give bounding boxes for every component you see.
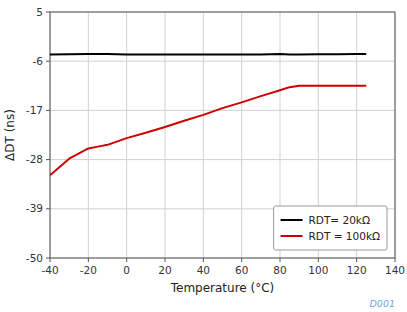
legend-swatch [281, 235, 303, 237]
line-series [50, 86, 366, 175]
annotation: D001 [370, 298, 395, 309]
x-tick [280, 258, 281, 262]
x-axis-label: Temperature (°C) [170, 281, 275, 295]
x-tick-label: 40 [197, 264, 210, 276]
y-axis-label: ΔDT (ns) [3, 109, 17, 161]
x-tick-label: 0 [123, 264, 130, 276]
x-tick [88, 258, 89, 262]
y-tick [46, 208, 50, 209]
x-tick [165, 258, 166, 262]
y-grid-line [50, 110, 395, 111]
y-tick [46, 12, 50, 13]
x-tick-label: -40 [41, 264, 58, 276]
legend-label: RDT= 20kΩ [309, 214, 370, 226]
x-grid-line [203, 12, 204, 258]
x-tick-label: -20 [80, 264, 97, 276]
x-grid-line [126, 12, 127, 258]
x-tick [318, 258, 319, 262]
x-tick [241, 258, 242, 262]
legend-label: RDT = 100kΩ [309, 230, 380, 242]
x-tick-label: 20 [158, 264, 171, 276]
x-tick [126, 258, 127, 262]
legend-box [274, 206, 387, 250]
y-tick-label: -6 [33, 55, 44, 67]
x-tick-label: 140 [385, 264, 405, 276]
x-tick [356, 258, 357, 262]
y-tick [46, 110, 50, 111]
y-tick-label: -28 [26, 153, 43, 165]
y-tick [46, 159, 50, 160]
legend: RDT= 20kΩ RDT = 100kΩ [274, 206, 387, 250]
x-tick [203, 258, 204, 262]
line-series [50, 53, 366, 55]
plot-background [50, 12, 395, 258]
y-tick-label: -50 [26, 252, 43, 264]
x-tick-label: 60 [235, 264, 248, 276]
legend-swatch [281, 219, 303, 221]
y-tick-label: -17 [26, 104, 43, 116]
y-tick-label: 5 [36, 6, 43, 18]
x-tick-label: 80 [273, 264, 286, 276]
y-tick [46, 61, 50, 62]
x-tick [50, 258, 51, 262]
y-grid-line [50, 159, 395, 160]
plot-frame [50, 12, 395, 258]
x-grid-line [241, 12, 242, 258]
grid [50, 12, 395, 258]
axes: -40 -20 0 20 40 60 80 100 120 140 5 -6 -17 -28 -39 -50 [26, 6, 405, 277]
y-grid-line [50, 61, 395, 62]
series-group [50, 54, 366, 175]
y-tick-label: -39 [26, 202, 43, 214]
x-tick-label: 120 [347, 264, 367, 276]
chart: -40 -20 0 20 40 60 80 100 120 140 5 -6 -17 -28 -39 -50 T… [0, 0, 407, 312]
y-tick [46, 258, 50, 259]
x-tick [395, 258, 396, 262]
x-tick-label: 100 [308, 264, 328, 276]
x-grid-line [165, 12, 166, 258]
x-grid-line [88, 12, 89, 258]
